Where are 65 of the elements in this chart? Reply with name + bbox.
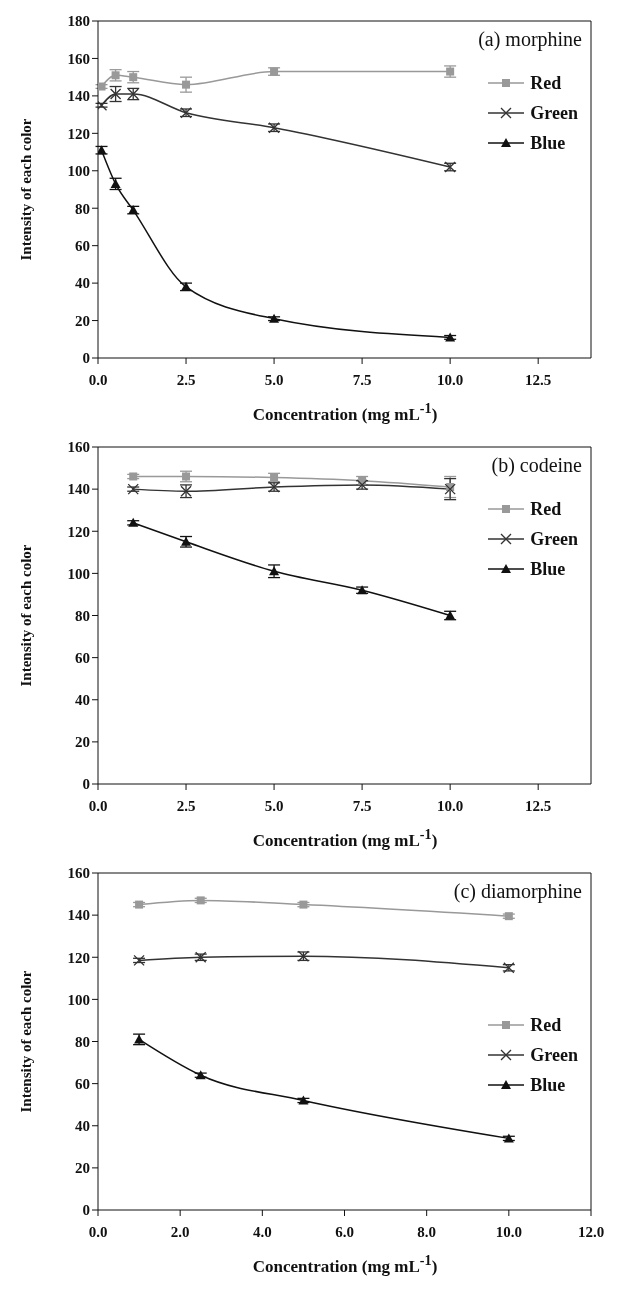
legend-label: Green (530, 528, 578, 550)
x-tick-label: 12.0 (577, 1223, 605, 1240)
x-tick-label: 5.0 (264, 371, 284, 388)
x-tick-label: 12.5 (525, 371, 552, 388)
x-tick-label: 8.0 (417, 1223, 437, 1240)
y-axis-title: Intensity of each color (18, 118, 35, 261)
legend-label: Red (530, 72, 562, 94)
x-tick-label: 10.0 (495, 1223, 522, 1240)
y-axis-title: Intensity of each color (18, 970, 35, 1113)
y-tick-label: 60 (75, 649, 90, 666)
y-tick-label: 160 (67, 865, 90, 882)
x-axis-title: Concentration (mg mL$^{-1}$) (251, 400, 439, 425)
y-tick-label: 60 (75, 1075, 90, 1092)
legend-label: Blue (530, 132, 566, 154)
y-axis-title: Intensity of each color (18, 544, 35, 687)
x-tick-label: 4.0 (252, 1223, 272, 1240)
x-axis-title: Concentration (mg mL$^{-1}$) (251, 826, 439, 851)
y-tick-label: 40 (75, 692, 90, 709)
y-tick-label: 100 (67, 565, 90, 582)
y-tick-label: 20 (75, 312, 90, 329)
x-tick-label: 7.5 (352, 797, 372, 814)
y-tick-label: 0 (82, 776, 90, 793)
y-tick-label: 60 (75, 237, 90, 254)
x-tick-label: 2.0 (170, 1223, 190, 1240)
chart-title: (a) morphine (478, 28, 582, 51)
y-tick-label: 80 (75, 607, 90, 624)
x-tick-label: 7.5 (352, 371, 372, 388)
y-tick-label: 20 (75, 734, 90, 751)
y-tick-label: 20 (75, 1160, 90, 1177)
x-tick-label: 12.5 (525, 797, 552, 814)
y-tick-label: 40 (75, 275, 90, 292)
y-tick-label: 120 (67, 125, 90, 142)
legend-label: Red (530, 1014, 562, 1036)
y-tick-label: 0 (82, 1202, 90, 1219)
legend-label: Green (530, 1044, 578, 1066)
x-tick-label: 5.0 (264, 797, 284, 814)
y-tick-label: 140 (67, 88, 90, 105)
chart-title: (c) diamorphine (453, 880, 582, 903)
x-tick-label: 0.0 (88, 1223, 108, 1240)
x-tick-label: 10.0 (437, 797, 464, 814)
y-tick-label: 160 (67, 439, 90, 456)
chart-title: (b) codeine (491, 454, 582, 477)
y-tick-label: 80 (75, 1033, 90, 1050)
y-tick-label: 0 (82, 350, 90, 367)
y-tick-label: 140 (67, 481, 90, 498)
y-tick-label: 140 (67, 907, 90, 924)
y-tick-label: 80 (75, 200, 90, 217)
x-tick-label: 0.0 (88, 371, 108, 388)
legend-label: Green (530, 102, 578, 124)
x-tick-label: 0.0 (88, 797, 108, 814)
x-axis-title: Concentration (mg mL$^{-1}$) (251, 1252, 439, 1277)
y-tick-label: 180 (67, 13, 90, 30)
y-tick-label: 120 (67, 523, 90, 540)
y-tick-label: 120 (67, 949, 90, 966)
x-tick-label: 6.0 (335, 1223, 354, 1240)
y-tick-label: 40 (75, 1118, 90, 1135)
legend-label: Red (530, 498, 562, 520)
y-tick-label: 100 (67, 991, 90, 1008)
x-tick-label: 2.5 (176, 797, 196, 814)
y-tick-label: 100 (67, 163, 90, 180)
legend-label: Blue (530, 558, 566, 580)
x-tick-label: 10.0 (437, 371, 464, 388)
y-tick-label: 160 (67, 50, 90, 67)
legend-label: Blue (530, 1074, 566, 1096)
x-tick-label: 2.5 (176, 371, 196, 388)
